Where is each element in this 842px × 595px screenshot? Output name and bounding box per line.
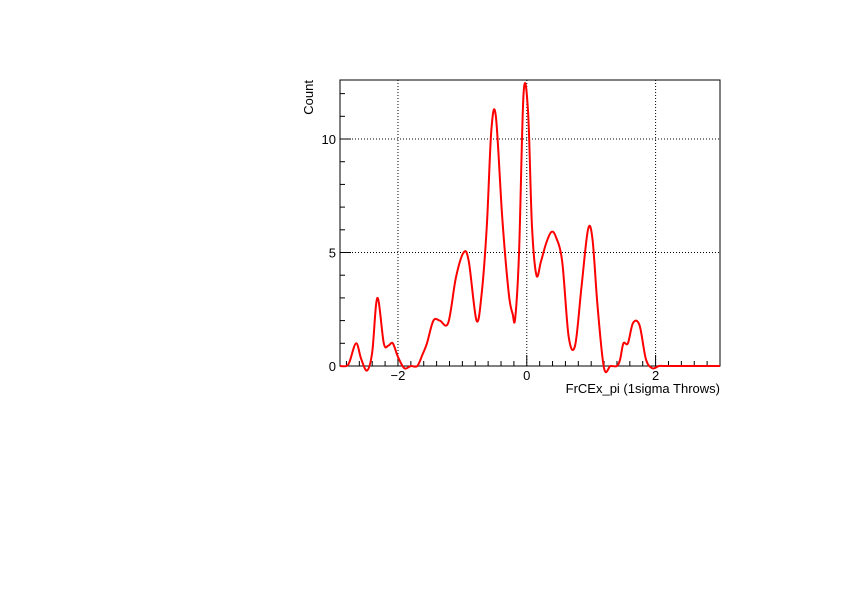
series-layer bbox=[339, 82, 720, 374]
x-tick-label: 0 bbox=[523, 368, 530, 383]
axis-ticks bbox=[340, 93, 721, 367]
y-axis-label: Count bbox=[301, 80, 316, 115]
x-axis-label: FrCEx_pi (1sigma Throws) bbox=[566, 381, 720, 396]
y-tick-label: 5 bbox=[329, 246, 336, 261]
grid bbox=[340, 80, 720, 366]
x-tick-label: −2 bbox=[391, 368, 406, 383]
plot-frame bbox=[339, 79, 721, 367]
y-tick-label: 10 bbox=[322, 132, 336, 147]
x-tick-label: 2 bbox=[652, 368, 659, 383]
tick-labels: −2 0 2 0 5 10 bbox=[322, 132, 660, 383]
series-line bbox=[339, 82, 720, 374]
y-tick-label: 0 bbox=[329, 359, 336, 374]
